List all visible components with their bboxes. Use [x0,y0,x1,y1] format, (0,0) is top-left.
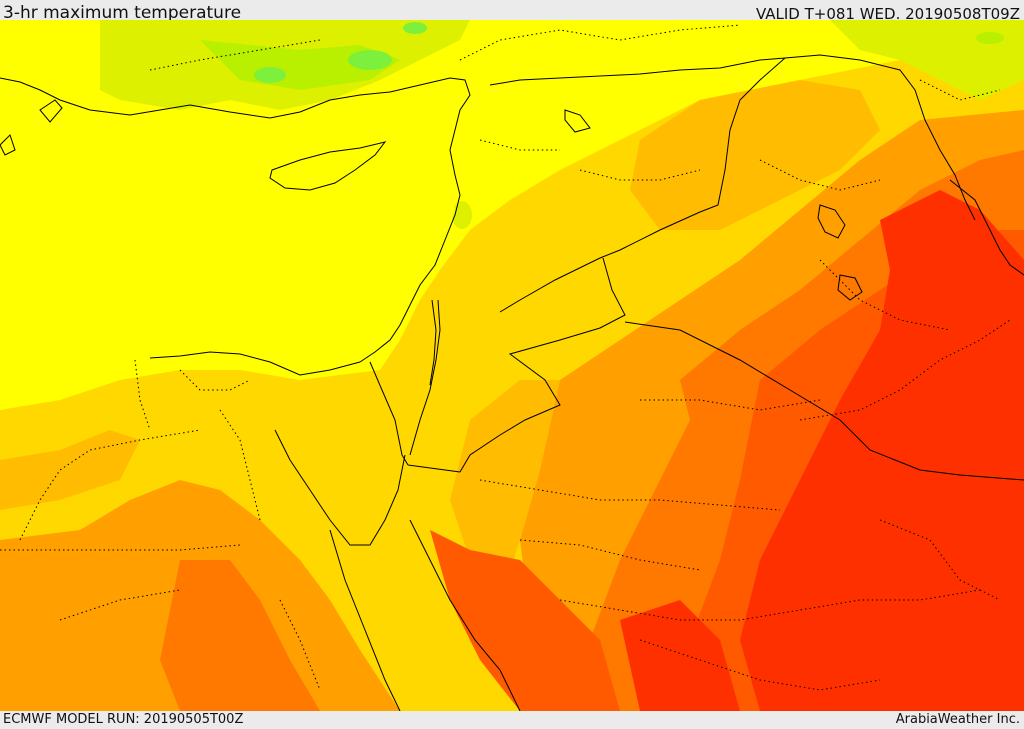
border-israel-jordan [409,299,441,456]
fill-orange-light-mid [450,380,560,600]
fill-red-south [620,600,740,711]
footer-bar: ECMWF MODEL RUN: 20190505T00Z ArabiaWeat… [0,711,1024,729]
border-turkey-syria [489,57,786,86]
island-rhodes [39,99,63,123]
coast-dead-sea [429,299,437,386]
fill-green-turkey2 [200,40,400,90]
lake-assad [564,109,591,133]
fill-red-orange-coast [430,530,620,711]
border-sinai-ne [407,464,461,473]
coast-cyprus [269,141,387,191]
island-crete [0,134,16,156]
fill-orange-sw2 [0,430,140,510]
fill-green-spot3 [403,22,427,34]
credit: ArabiaWeather Inc. [895,712,1020,727]
fill-green-ne-spot [976,32,1004,44]
border-iraq-iran [784,54,976,221]
coast-turkey [0,77,471,131]
border-iraq-saudi [624,321,1024,481]
fill-green-ne [830,20,1024,100]
sea-mediterranean [0,60,470,375]
fill-green-spot2 [254,67,286,83]
model-run: ECMWF MODEL RUN: 20190505T00Z [3,712,244,727]
border-jordan-saudi [459,257,626,473]
valid-time: VALID T+081 WED. 20190508T09Z [755,5,1020,23]
border-syria-iraq [499,57,786,313]
temperature-map[interactable] [0,20,1024,711]
coast-red-sea-e [409,519,521,711]
coast-gulf [949,179,1024,276]
header-bar: 3-hr maximum temperature VALID T+081 WED… [0,0,1024,23]
borders-dotted [0,24,1011,691]
coast-sinai-gulf [274,429,406,546]
fill-red [740,190,1024,711]
coast-egypt [149,351,361,376]
fill-green-spot1 [348,50,392,70]
coast-levant [359,129,461,363]
coastlines [0,77,1024,711]
borders-solid [369,54,1024,481]
lake-tharthar [817,204,846,239]
coast-red-sea-w [329,529,401,711]
fill-orange-dark-sw [160,560,320,711]
map-canvas [0,20,1024,711]
border-egypt-israel [369,361,409,466]
map-title: 3-hr maximum temperature [3,3,242,23]
fill-orange-light-ne [630,80,880,230]
